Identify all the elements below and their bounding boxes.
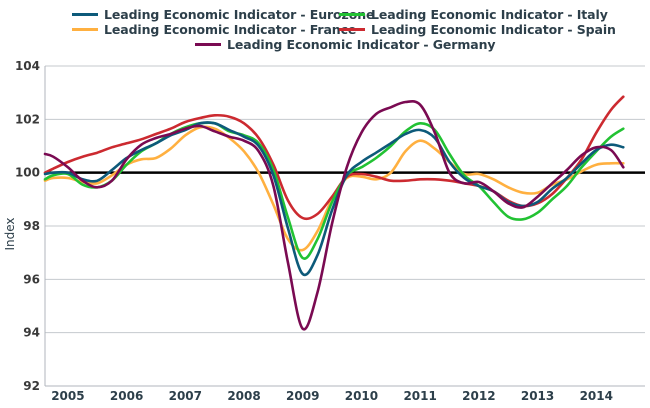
legend: Leading Economic Indicator - Eurozone Le… (0, 0, 650, 60)
x-tick-label: 2005 (51, 389, 84, 403)
legend-item-germany: Leading Economic Indicator - Germany (195, 37, 496, 52)
legend-label-italy: Leading Economic Indicator - Italy (371, 7, 608, 22)
y-tick-label: 100 (15, 166, 40, 180)
x-tick-label: 2013 (521, 389, 554, 403)
y-tick-label: 92 (23, 379, 40, 393)
y-tick-label: 94 (23, 326, 40, 340)
y-axis-ticks: 92 94 96 98 100 102 104 (15, 59, 40, 393)
legend-label-spain: Leading Economic Indicator - Spain (371, 22, 616, 37)
x-tick-label: 2012 (462, 389, 495, 403)
legend-swatch-spain (339, 28, 365, 31)
legend-item-italy: Leading Economic Indicator - Italy (339, 7, 608, 22)
legend-item-spain: Leading Economic Indicator - Spain (339, 22, 616, 37)
x-tick-label: 2008 (227, 389, 260, 403)
y-axis-label: Index (3, 217, 17, 250)
series-line-germany (43, 99, 625, 331)
legend-swatch-eurozone (72, 13, 98, 16)
legend-label-eurozone: Leading Economic Indicator - Eurozone (104, 7, 375, 22)
y-tick-label: 102 (15, 112, 40, 126)
legend-item-eurozone: Leading Economic Indicator - Eurozone (72, 7, 374, 22)
legend-label-germany: Leading Economic Indicator - Germany (227, 37, 496, 52)
x-tick-label: 2006 (110, 389, 143, 403)
series-line-france (43, 125, 625, 252)
legend-label-france: Leading Economic Indicator - France (104, 22, 357, 37)
gridlines (45, 65, 645, 334)
legend-swatch-germany (195, 43, 221, 46)
series-lines (43, 95, 625, 331)
legend-item-france: Leading Economic Indicator - France (72, 22, 356, 37)
series-line-italy (43, 121, 625, 260)
y-tick-label: 98 (23, 219, 40, 233)
x-tick-label: 2009 (286, 389, 319, 403)
y-tick-label: 96 (23, 272, 40, 286)
x-tick-label: 2010 (345, 389, 378, 403)
x-tick-label: 2011 (403, 389, 436, 403)
legend-swatch-italy (339, 13, 365, 16)
x-tick-label: 2007 (169, 389, 202, 403)
x-tick-label: 2014 (580, 389, 613, 403)
x-axis-ticks: 2005 2006 2007 2008 2009 2010 2011 2012 2013 2014 (51, 389, 613, 403)
y-tick-label: 104 (15, 59, 40, 73)
legend-swatch-france (72, 28, 98, 31)
